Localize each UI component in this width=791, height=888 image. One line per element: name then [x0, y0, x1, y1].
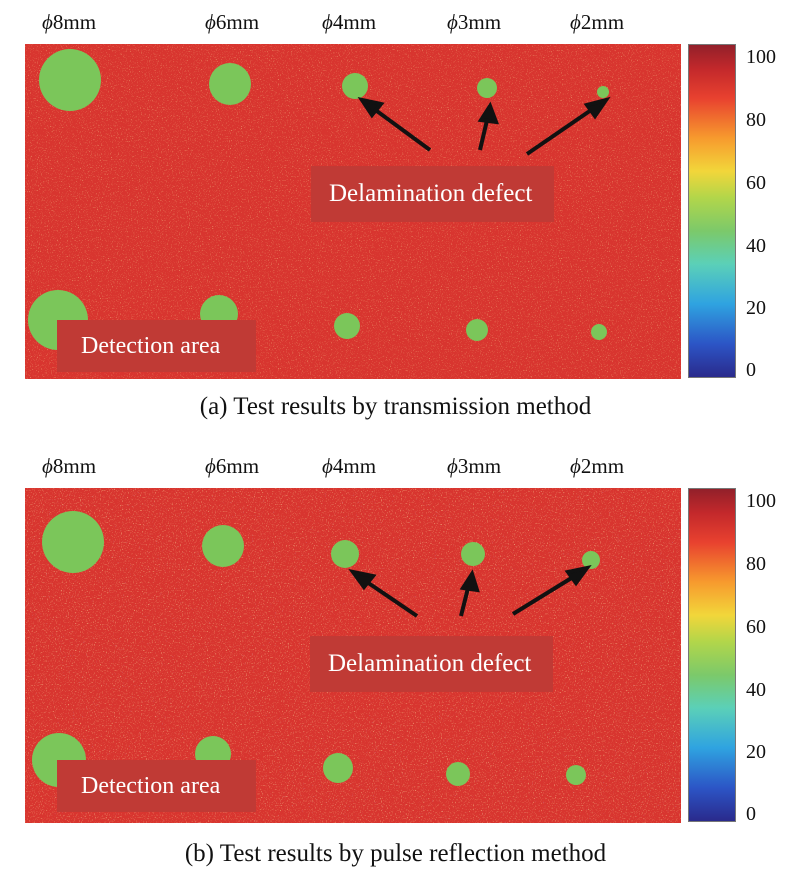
diameter-label-8mm: ϕ8mm	[42, 454, 97, 478]
colorbar-tick: 0	[746, 359, 756, 381]
colorbar-tick: 100	[746, 490, 776, 512]
detection-area-label: Detection area	[57, 320, 257, 372]
colorbar	[688, 44, 736, 378]
defect-2mm	[582, 551, 600, 569]
delamination-defect-label: Delamination defect	[311, 166, 555, 222]
defect-arrows	[357, 96, 611, 156]
colorbar-tick: 40	[746, 235, 766, 257]
defect-8mm	[39, 49, 101, 111]
diameter-label-6mm: ϕ6mm	[205, 10, 260, 34]
caption-a: (a) Test results by transmission method	[199, 393, 592, 420]
defect-3mm	[477, 78, 497, 98]
colorbar-tick: 20	[746, 741, 766, 763]
delamination-defect-label: Delamination defect	[310, 636, 554, 692]
diameter-label-4mm: ϕ4mm	[322, 454, 377, 478]
defect-3mm	[461, 542, 485, 566]
diameter-label-2mm: ϕ2mm	[570, 454, 625, 478]
defect-3mm-lower	[466, 319, 488, 341]
defect-6mm	[209, 63, 251, 105]
defect-2mm-lower	[591, 324, 607, 340]
colorbar-tick: 40	[746, 679, 766, 701]
diameter-label-8mm: ϕ8mm	[42, 10, 97, 34]
defect-arrows	[348, 564, 592, 618]
detection-map: Delamination defect Detection area	[25, 44, 681, 379]
colorbar-tick: 0	[746, 803, 756, 825]
colorbar-tick: 100	[746, 46, 776, 68]
colorbar-tick: 60	[746, 172, 766, 194]
defect-4mm	[331, 540, 359, 568]
colorbar-tick: 60	[746, 616, 766, 638]
caption-b: (b) Test results by pulse reflection met…	[184, 840, 607, 867]
colorbar	[688, 488, 736, 822]
detection-map: Delamination defect Detection area	[25, 488, 681, 823]
defect-3mm-lower	[446, 762, 470, 786]
defect-2mm-lower	[566, 765, 586, 785]
colorbar-tick: 80	[746, 553, 766, 575]
diameter-label-3mm: ϕ3mm	[447, 454, 502, 478]
defect-4mm-lower	[323, 753, 353, 783]
defect-8mm	[42, 511, 104, 573]
colorbar-tick: 20	[746, 297, 766, 319]
colorbar-tick: 80	[746, 109, 766, 131]
defect-4mm	[342, 73, 368, 99]
diameter-label-6mm: ϕ6mm	[205, 454, 260, 478]
defect-4mm-lower	[334, 313, 360, 339]
panel-pulse-reflection: ϕ8mm ϕ6mm ϕ4mm ϕ3mm ϕ2mm	[0, 444, 791, 888]
detection-area-label: Detection area	[57, 760, 257, 812]
diameter-label-3mm: ϕ3mm	[447, 10, 502, 34]
defect-6mm	[202, 525, 244, 567]
panel-transmission: ϕ8mm ϕ6mm ϕ4mm ϕ3mm ϕ2mm	[25, 10, 776, 420]
diameter-label-4mm: ϕ4mm	[322, 10, 377, 34]
defect-2mm	[597, 86, 609, 98]
diameter-label-2mm: ϕ2mm	[570, 10, 625, 34]
